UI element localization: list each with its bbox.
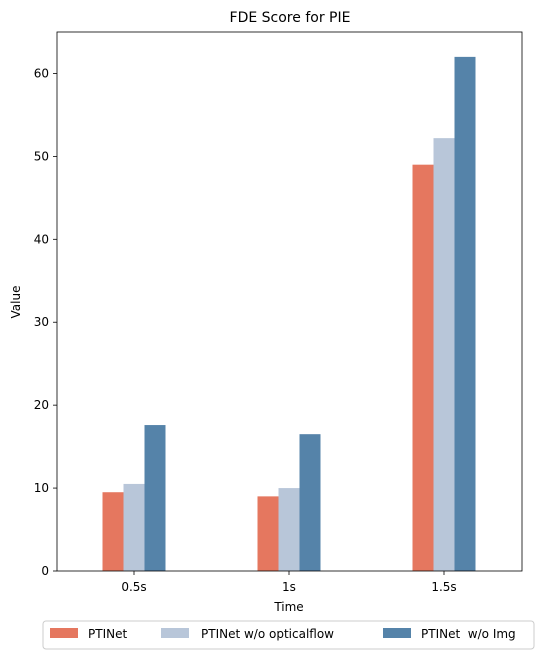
x-tick-label: 1.5s	[431, 580, 456, 594]
bar-series2-cat1	[299, 434, 321, 571]
axes-layer: 0.5s 1s 1.5s 0 10 20 30 40 50 60	[34, 66, 457, 594]
plot-frame	[56, 31, 523, 572]
x-tick-label: 0.5s	[121, 580, 146, 594]
y-tick-label: 30	[34, 315, 49, 329]
x-tick-label: 1s	[282, 580, 296, 594]
y-axis-label: Value	[9, 286, 23, 319]
bars-layer	[102, 56, 476, 571]
bar-series0-cat1	[257, 496, 279, 571]
y-tick-label: 20	[34, 398, 49, 412]
y-tick-label: 60	[34, 66, 49, 80]
bar-series1-cat2	[433, 138, 455, 571]
y-tick-label: 0	[41, 564, 49, 578]
y-tick-label: 10	[34, 481, 49, 495]
bar-series0-cat2	[412, 164, 434, 571]
legend-swatch-ptinet	[50, 628, 78, 638]
legend-label-ptinet: PTINet	[88, 627, 127, 641]
bar-series0-cat0	[102, 492, 124, 571]
bar-series2-cat0	[144, 425, 166, 571]
y-tick-label: 40	[34, 232, 49, 246]
x-axis-label: Time	[273, 600, 303, 614]
chart-title: FDE Score for PIE	[230, 10, 351, 26]
legend: PTINet PTINet w/o opticalflow PTINet w/o…	[42, 620, 535, 650]
legend-swatch-ptinet-wo-img	[383, 628, 411, 638]
legend-label-ptinet-wo-opticalflow: PTINet w/o opticalflow	[201, 627, 334, 641]
bar-series1-cat0	[123, 483, 145, 571]
bar-series1-cat1	[278, 488, 300, 571]
legend-label-ptinet-wo-img: PTINet w/o Img	[421, 627, 516, 641]
y-tick-label: 50	[34, 149, 49, 163]
legend-swatch-ptinet-wo-opticalflow	[161, 628, 189, 638]
bar-series2-cat2	[454, 56, 476, 571]
